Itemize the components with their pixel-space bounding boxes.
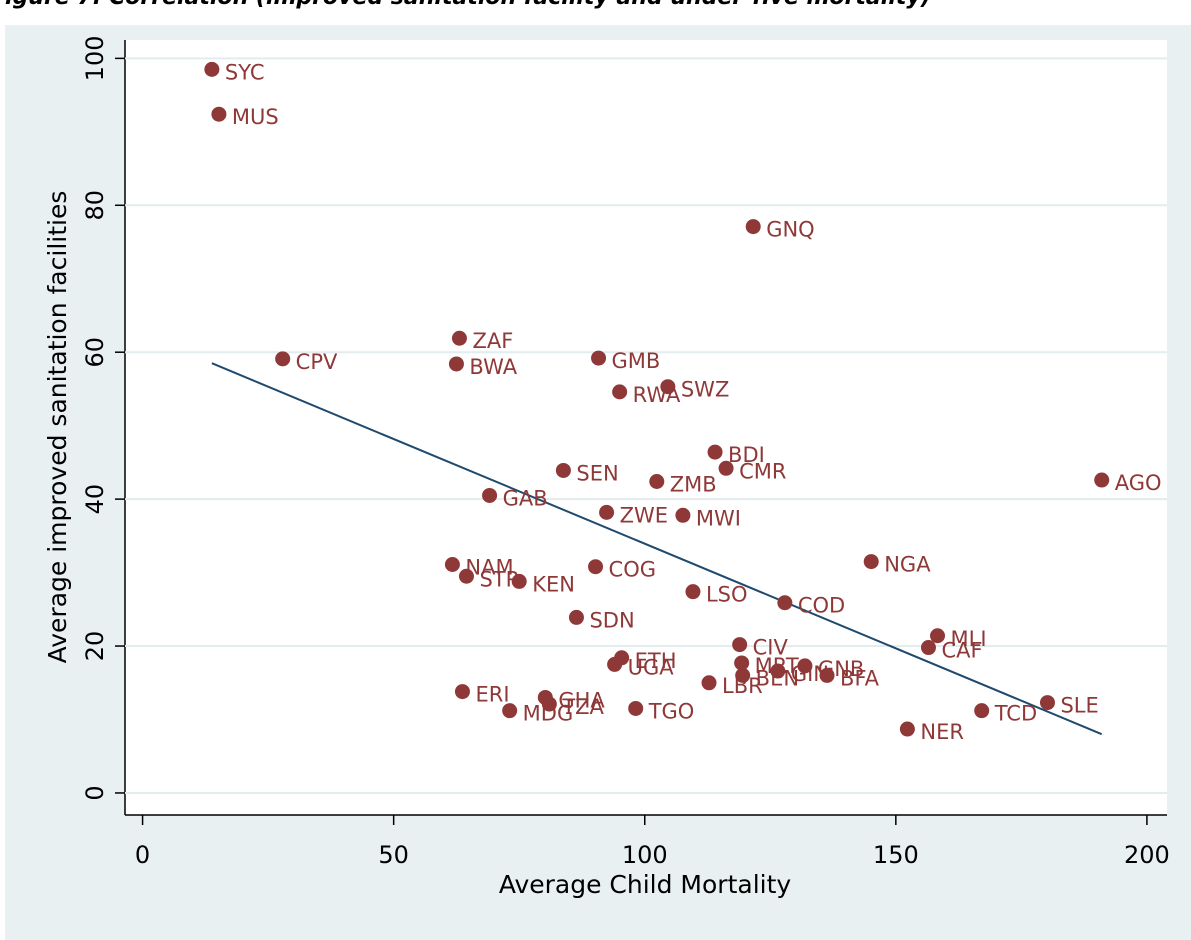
point-label: ERI — [475, 683, 509, 707]
point — [770, 663, 786, 679]
point — [444, 557, 460, 573]
point-label: SYC — [225, 60, 265, 84]
point-label: ZMB — [670, 472, 717, 496]
point-label: GAB — [503, 486, 548, 510]
point — [930, 628, 946, 644]
x-tick-label: 200 — [1124, 841, 1170, 869]
point-label: CIV — [753, 636, 789, 660]
point — [920, 640, 936, 656]
point — [745, 219, 761, 235]
point-label: SWZ — [681, 378, 729, 402]
point-label: CAF — [941, 639, 982, 663]
point — [701, 675, 717, 691]
point — [502, 703, 518, 719]
point — [718, 460, 734, 476]
point-label: RWA — [633, 383, 681, 407]
point — [451, 330, 467, 346]
point — [675, 507, 691, 523]
x-tick-label: 100 — [622, 841, 668, 869]
point-label: ETH — [635, 649, 677, 673]
point-label: COD — [798, 594, 845, 618]
point — [974, 703, 990, 719]
x-tick-label: 50 — [378, 841, 409, 869]
point — [777, 595, 793, 611]
point-label: MUS — [232, 105, 279, 129]
fit-line — [211, 362, 1103, 736]
y-tick-label: 80 — [81, 190, 109, 221]
point — [448, 356, 464, 372]
point — [275, 351, 291, 367]
point — [607, 656, 623, 672]
point-label: CPV — [296, 350, 338, 374]
point — [482, 487, 498, 503]
x-tick-label: 0 — [135, 841, 150, 869]
y-tick-label: 0 — [81, 785, 109, 800]
point — [211, 106, 227, 122]
point — [685, 584, 701, 600]
point-label: BEN — [756, 666, 799, 690]
y-tick-label: 20 — [81, 631, 109, 662]
point — [1094, 472, 1110, 488]
point — [591, 350, 607, 366]
point — [819, 667, 835, 683]
point-label: BWA — [469, 355, 517, 379]
point — [707, 444, 723, 460]
point-label: NER — [920, 720, 964, 744]
x-tick-label: 150 — [873, 841, 919, 869]
point — [458, 568, 474, 584]
point — [1039, 695, 1055, 711]
point — [599, 504, 615, 520]
point-label: SEN — [576, 461, 618, 485]
point-label: BFA — [840, 666, 880, 690]
point-label: LSO — [706, 583, 748, 607]
point — [541, 696, 557, 712]
y-tick-label: 60 — [81, 337, 109, 368]
point — [732, 637, 748, 653]
point — [511, 573, 527, 589]
point — [735, 667, 751, 683]
plot-area — [125, 40, 1167, 815]
point — [660, 379, 676, 395]
point-label: ZAF — [472, 329, 513, 353]
point — [797, 658, 813, 674]
point — [649, 473, 665, 489]
point-label: MWI — [696, 506, 741, 530]
point-label: AGO — [1115, 471, 1162, 495]
point-label: GMB — [612, 349, 661, 373]
point — [555, 462, 571, 478]
point — [454, 684, 470, 700]
point-label: NGA — [884, 553, 931, 577]
y-axis-label: Average improved sanitation facilities — [43, 191, 72, 664]
point-label: TGO — [648, 699, 695, 723]
point-label: GHA — [558, 688, 605, 712]
point-label: MLI — [951, 627, 987, 651]
x-axis-label: Average Child Mortality — [499, 870, 792, 899]
point-label: SLE — [1060, 694, 1098, 718]
point-label: ZWE — [620, 503, 668, 527]
point — [588, 559, 604, 575]
point-label: GNQ — [766, 218, 815, 242]
y-tick-label: 100 — [81, 35, 109, 81]
chart-title: igure 7: Correlation (improved sanitatio… — [5, 0, 931, 10]
point — [204, 61, 220, 77]
point-label: MDG — [523, 702, 574, 726]
point-label: COG — [609, 558, 656, 582]
point-label: UGA — [628, 655, 675, 679]
point — [612, 384, 628, 400]
point-label: KEN — [532, 572, 575, 596]
point — [568, 609, 584, 625]
point-label: TCD — [994, 702, 1037, 726]
point-label: SDN — [589, 608, 634, 632]
point-label: TZA — [561, 695, 604, 719]
point — [628, 700, 644, 716]
point — [863, 554, 879, 570]
point — [899, 721, 915, 737]
y-tick-label: 40 — [81, 484, 109, 515]
point-label: BDI — [728, 443, 765, 467]
point-label: LBR — [722, 674, 763, 698]
point-label: CMR — [739, 459, 786, 483]
point — [734, 655, 750, 671]
point-label: STP — [479, 567, 518, 591]
